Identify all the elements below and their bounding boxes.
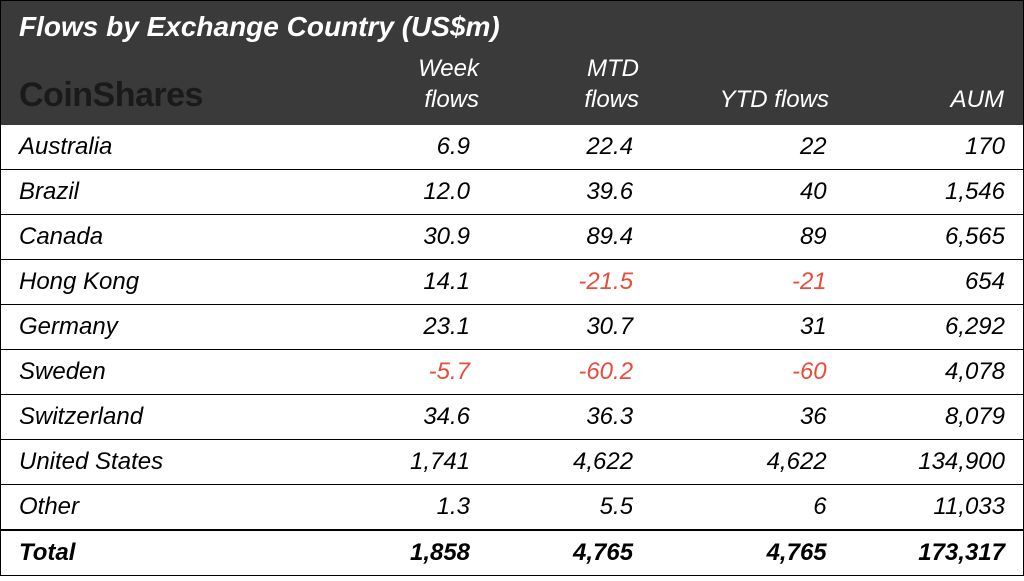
table-row: Australia6.922.422170 — [1, 125, 1023, 170]
cell-ytd: -21 — [651, 260, 845, 305]
cell-ytd: 22 — [651, 125, 845, 170]
cell-country: Hong Kong — [1, 260, 325, 305]
cell-aum: 1,546 — [845, 170, 1023, 215]
cell-week: 23.1 — [325, 305, 488, 350]
cell-mtd: -21.5 — [488, 260, 651, 305]
cell-ytd: 4,622 — [651, 440, 845, 485]
cell-week: 1,741 — [325, 440, 488, 485]
cell-mtd: 4,622 — [488, 440, 651, 485]
cell-ytd: 6 — [651, 485, 845, 531]
cell-mtd: 22.4 — [488, 125, 651, 170]
cell-mtd: -60.2 — [488, 350, 651, 395]
cell-week: 12.0 — [325, 170, 488, 215]
cell-mtd: 4,765 — [488, 530, 651, 575]
table-row: Germany23.130.7316,292 — [1, 305, 1023, 350]
col-header-mtd: MTD flows — [479, 53, 639, 115]
cell-week: 1.3 — [325, 485, 488, 531]
table-row: Brazil12.039.6401,546 — [1, 170, 1023, 215]
cell-week: 14.1 — [325, 260, 488, 305]
cell-ytd: 4,765 — [651, 530, 845, 575]
cell-aum: 654 — [845, 260, 1023, 305]
cell-ytd: 89 — [651, 215, 845, 260]
cell-week: 34.6 — [325, 395, 488, 440]
cell-aum: 6,565 — [845, 215, 1023, 260]
cell-ytd: 31 — [651, 305, 845, 350]
table-row: Other1.35.5611,033 — [1, 485, 1023, 531]
cell-week: 30.9 — [325, 215, 488, 260]
table-column-headers: CoinShares Week flows MTD flows YTD flow… — [1, 49, 1023, 125]
cell-country: Total — [1, 530, 325, 575]
table-row: United States1,7414,6224,622134,900 — [1, 440, 1023, 485]
col-header-ytd: YTD flows — [639, 84, 829, 115]
table-row: Sweden-5.7-60.2-604,078 — [1, 350, 1023, 395]
cell-ytd: 40 — [651, 170, 845, 215]
cell-aum: 134,900 — [845, 440, 1023, 485]
cell-country: Sweden — [1, 350, 325, 395]
cell-mtd: 36.3 — [488, 395, 651, 440]
table-row: Switzerland34.636.3368,079 — [1, 395, 1023, 440]
col-header-aum: AUM — [829, 84, 1004, 115]
cell-week: 1,858 — [325, 530, 488, 575]
cell-mtd: 30.7 — [488, 305, 651, 350]
cell-ytd: 36 — [651, 395, 845, 440]
cell-country: Switzerland — [1, 395, 325, 440]
table-row-total: Total1,8584,7654,765173,317 — [1, 530, 1023, 575]
cell-mtd: 89.4 — [488, 215, 651, 260]
flows-table: Australia6.922.422170Brazil12.039.6401,5… — [1, 125, 1023, 575]
table-row: Hong Kong14.1-21.5-21654 — [1, 260, 1023, 305]
cell-mtd: 39.6 — [488, 170, 651, 215]
cell-aum: 170 — [845, 125, 1023, 170]
cell-aum: 8,079 — [845, 395, 1023, 440]
col-header-week: Week flows — [319, 53, 479, 115]
flows-table-container: Flows by Exchange Country (US$m) CoinSha… — [0, 0, 1024, 576]
cell-country: Other — [1, 485, 325, 531]
table-row: Canada30.989.4896,565 — [1, 215, 1023, 260]
cell-aum: 6,292 — [845, 305, 1023, 350]
cell-country: Brazil — [1, 170, 325, 215]
coinshares-logo: CoinShares — [19, 76, 319, 115]
cell-week: -5.7 — [325, 350, 488, 395]
cell-country: Canada — [1, 215, 325, 260]
cell-country: United States — [1, 440, 325, 485]
cell-aum: 173,317 — [845, 530, 1023, 575]
cell-country: Australia — [1, 125, 325, 170]
flows-tbody: Australia6.922.422170Brazil12.039.6401,5… — [1, 125, 1023, 575]
table-title: Flows by Exchange Country (US$m) — [1, 1, 1023, 49]
cell-country: Germany — [1, 305, 325, 350]
cell-week: 6.9 — [325, 125, 488, 170]
cell-mtd: 5.5 — [488, 485, 651, 531]
cell-ytd: -60 — [651, 350, 845, 395]
cell-aum: 4,078 — [845, 350, 1023, 395]
cell-aum: 11,033 — [845, 485, 1023, 531]
